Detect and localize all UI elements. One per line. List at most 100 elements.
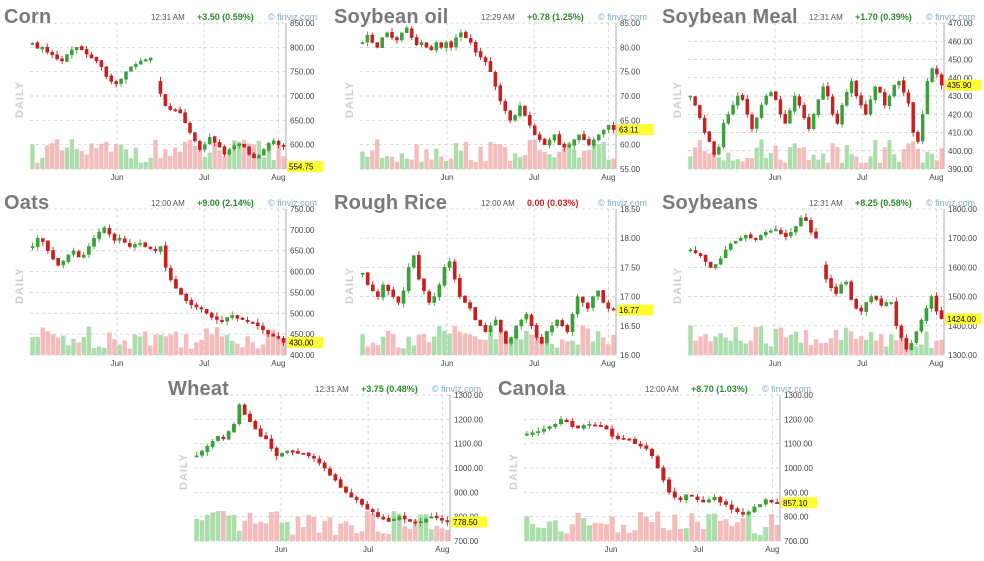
volume-bar	[360, 334, 365, 355]
candle-body	[424, 42, 429, 48]
x-tick-label: Jun	[441, 173, 454, 182]
x-tick-label: Jul	[693, 545, 703, 554]
volume-bar	[712, 513, 718, 541]
source-credit[interactable]: © finviz.com	[598, 198, 648, 208]
volume-bar	[424, 149, 429, 169]
volume-bar	[643, 516, 649, 541]
candle-body	[934, 295, 939, 312]
candle-body	[56, 258, 60, 266]
candle-body	[418, 521, 423, 523]
x-tick-label: Jun	[275, 545, 288, 554]
source-credit[interactable]: © finviz.com	[762, 384, 812, 394]
volume-bar	[194, 342, 199, 355]
candle-body	[869, 296, 874, 303]
volume-bar	[370, 150, 375, 169]
source-credit[interactable]: © finviz.com	[926, 12, 976, 22]
y-tick-label: 600.00	[290, 141, 315, 150]
volume-bar	[143, 161, 148, 169]
source-credit[interactable]: © finviz.com	[926, 198, 976, 208]
candle-body	[488, 325, 493, 332]
volume-bar	[877, 162, 883, 169]
volume-bar	[448, 158, 454, 169]
volume-bar	[524, 330, 529, 355]
candle-body	[317, 458, 322, 464]
last-price-tag	[287, 336, 323, 348]
candle-body	[193, 132, 197, 142]
price-change: +8.25 (0.58%)	[855, 198, 912, 208]
volume-bar	[467, 334, 473, 355]
candle-body	[748, 234, 753, 239]
volume-bar	[99, 143, 104, 169]
candle-body	[55, 54, 59, 60]
quote-time: 12:29 AM	[481, 13, 515, 22]
last-price-label: 435.90	[947, 81, 972, 90]
candle-body	[821, 86, 825, 100]
volume-bar	[586, 149, 592, 169]
x-tick-label: Jul	[529, 359, 539, 368]
volume-bar	[788, 334, 794, 355]
volume-bar	[212, 141, 217, 169]
candle-body	[792, 95, 797, 112]
candlestick-chart: 390.00 400.00 410.00 420.00 430.00 440.00 450.…	[688, 19, 981, 182]
last-price-tag	[945, 79, 981, 91]
candle-body	[202, 144, 207, 150]
volume-bar	[757, 534, 763, 541]
y-tick-label: 500.00	[290, 309, 315, 318]
candle-body	[911, 102, 915, 133]
candle-body	[376, 512, 380, 517]
price-change: +0.78 (1.25%)	[527, 12, 584, 22]
candle-body	[256, 322, 260, 327]
candle-body	[925, 81, 930, 115]
volume-bar	[40, 157, 45, 169]
candle-body	[306, 452, 311, 457]
candle-body	[701, 499, 706, 503]
candle-body	[935, 68, 939, 75]
candle-body	[104, 66, 109, 77]
volume-bar	[683, 528, 689, 541]
candle-body	[878, 86, 882, 93]
candle-body	[532, 125, 537, 136]
chart-title: Soybean oil	[334, 6, 449, 28]
x-tick-label: Aug	[435, 545, 449, 554]
volume-bar	[493, 143, 498, 169]
volume-bar	[503, 146, 508, 169]
chart-title: Canola	[498, 378, 566, 400]
candle-body	[731, 104, 735, 115]
source-credit[interactable]: © finviz.com	[432, 384, 482, 394]
candle-body	[750, 114, 754, 130]
candle-body	[148, 57, 153, 61]
candle-body	[688, 95, 693, 98]
volume-bar	[268, 511, 274, 541]
source-credit[interactable]: © finviz.com	[268, 198, 318, 208]
source-credit[interactable]: © finviz.com	[598, 12, 648, 22]
candle-body	[723, 249, 728, 259]
volume-bar	[457, 331, 463, 355]
quote-time: 12:31 AM	[809, 13, 843, 22]
volume-bar	[240, 347, 245, 355]
volume-bar	[606, 344, 611, 355]
candle-body	[797, 96, 802, 106]
candle-body	[148, 246, 153, 249]
volume-bar	[735, 159, 740, 169]
candle-body	[703, 254, 708, 262]
volume-bar	[81, 337, 87, 355]
volume-bar	[224, 334, 230, 355]
candle-body	[789, 232, 793, 237]
volume-bar	[421, 333, 427, 355]
volume-bar	[728, 340, 733, 355]
last-price-tag	[451, 516, 487, 528]
candle-body	[695, 496, 700, 500]
volume-bar	[537, 150, 542, 169]
volume-bar	[649, 521, 655, 541]
volume-bar	[194, 518, 200, 541]
y-tick-label: 1800.00	[948, 205, 977, 214]
candle-body	[758, 504, 763, 508]
candle-body	[81, 254, 86, 258]
y-tick-label: 1100.00	[454, 440, 483, 449]
candle-body	[439, 42, 444, 48]
candle-body	[524, 313, 529, 320]
volume-bar	[522, 155, 528, 169]
volume-bar	[127, 348, 133, 355]
candle-body	[509, 337, 513, 344]
source-credit[interactable]: © finviz.com	[268, 12, 318, 22]
